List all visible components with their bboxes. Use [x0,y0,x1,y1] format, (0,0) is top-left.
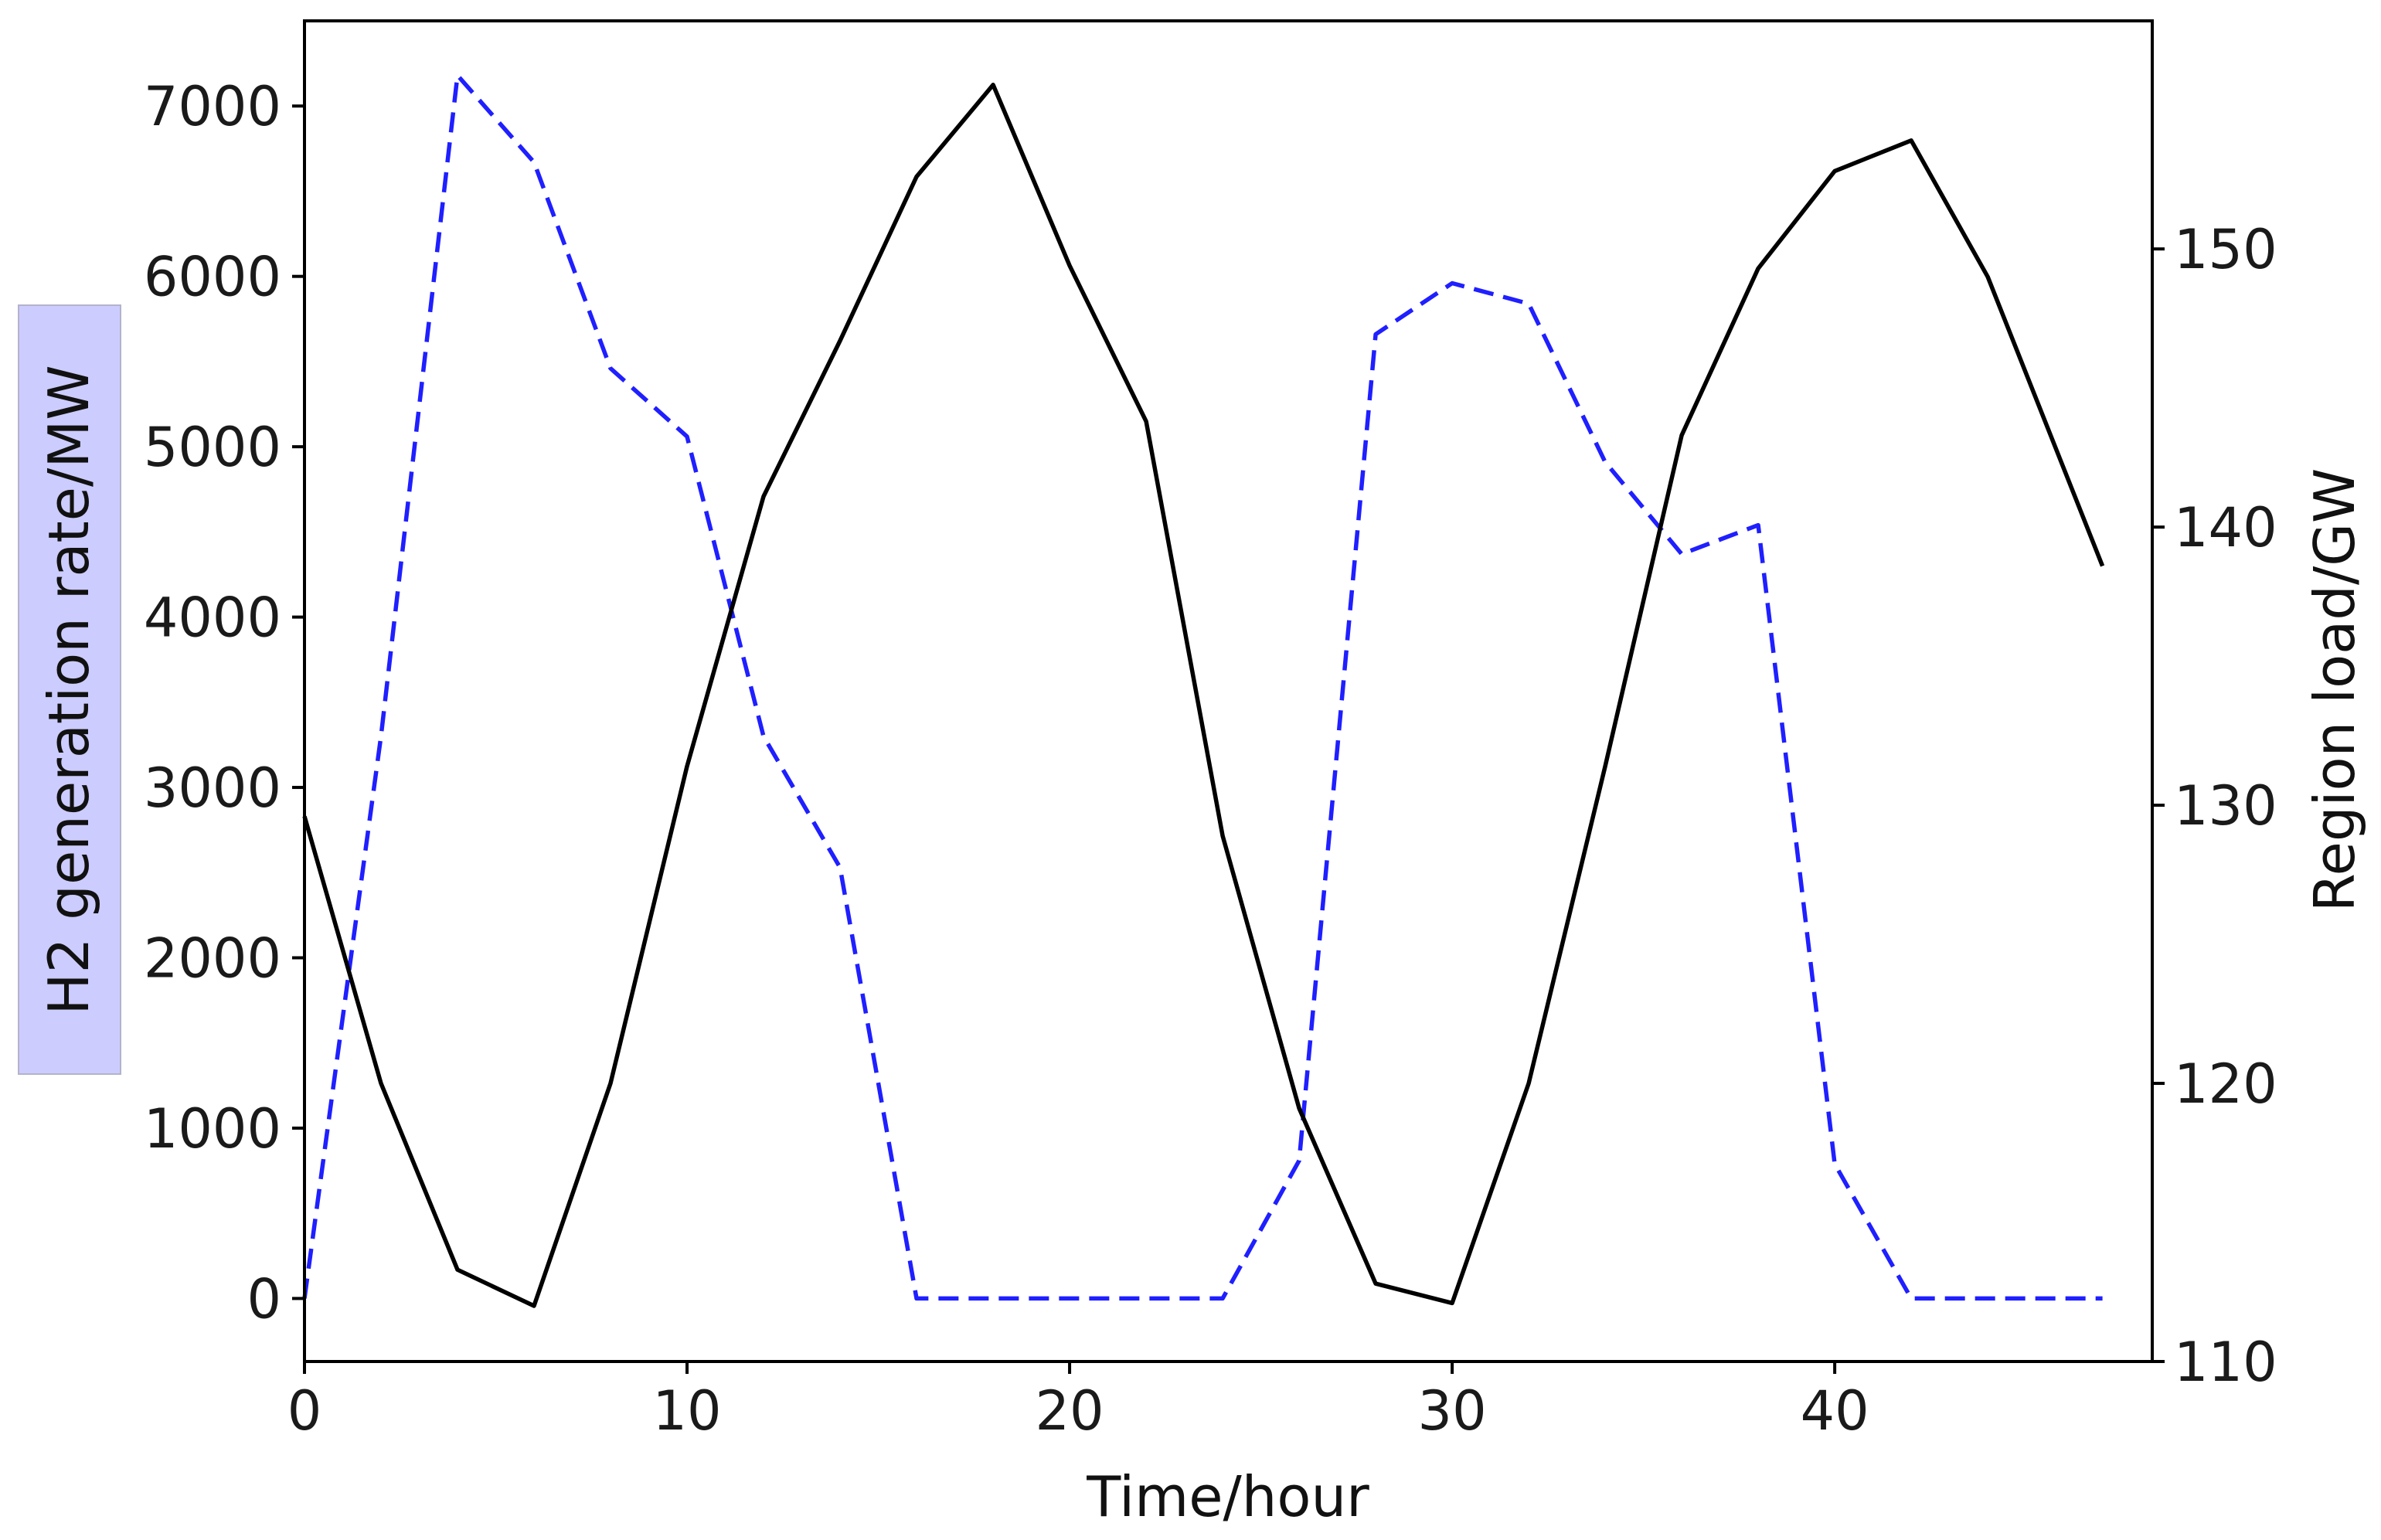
left-y-tick-label: 6000 [144,246,281,309]
left-y-axis-label-box [18,304,121,1075]
x-tick-label: 40 [1801,1379,1869,1443]
left-y-tick-label: 2000 [144,927,281,991]
right-y-tick-label: 130 [2174,774,2277,838]
right-y-axis-ticks: 110 120 130 140 150 [2152,218,2277,1394]
right-y-tick-label: 110 [2174,1331,2277,1394]
x-tick-label: 30 [1418,1379,1487,1443]
region-load-line [302,83,2105,1308]
right-y-axis-label: Region load/GW [2302,468,2367,913]
right-y-tick-label: 120 [2174,1052,2277,1116]
x-axis-label: Time/hour [1086,1464,1369,1529]
left-y-tick-label: 4000 [144,586,281,650]
x-axis-ticks: 0 10 20 30 40 [287,1362,1869,1443]
x-tick-label: 0 [287,1379,322,1443]
left-y-axis-ticks: 0 1000 2000 3000 4000 5000 6000 7000 [144,75,304,1331]
x-tick-label: 10 [652,1379,721,1443]
series-layer [302,73,2105,1308]
left-y-tick-label: 5000 [144,416,281,479]
left-y-tick-label: 7000 [144,75,281,138]
left-y-tick-label: 1000 [144,1097,281,1161]
h2-generation-line [302,73,2103,1301]
x-tick-label: 20 [1036,1379,1104,1443]
left-y-axis-label: H2 generation rate/MW [36,365,101,1015]
left-y-tick-label: 3000 [144,756,281,820]
right-y-tick-label: 150 [2174,218,2277,281]
plot-frame [303,19,2154,1363]
right-y-tick-label: 140 [2174,496,2277,559]
left-y-tick-label: 0 [247,1267,281,1331]
